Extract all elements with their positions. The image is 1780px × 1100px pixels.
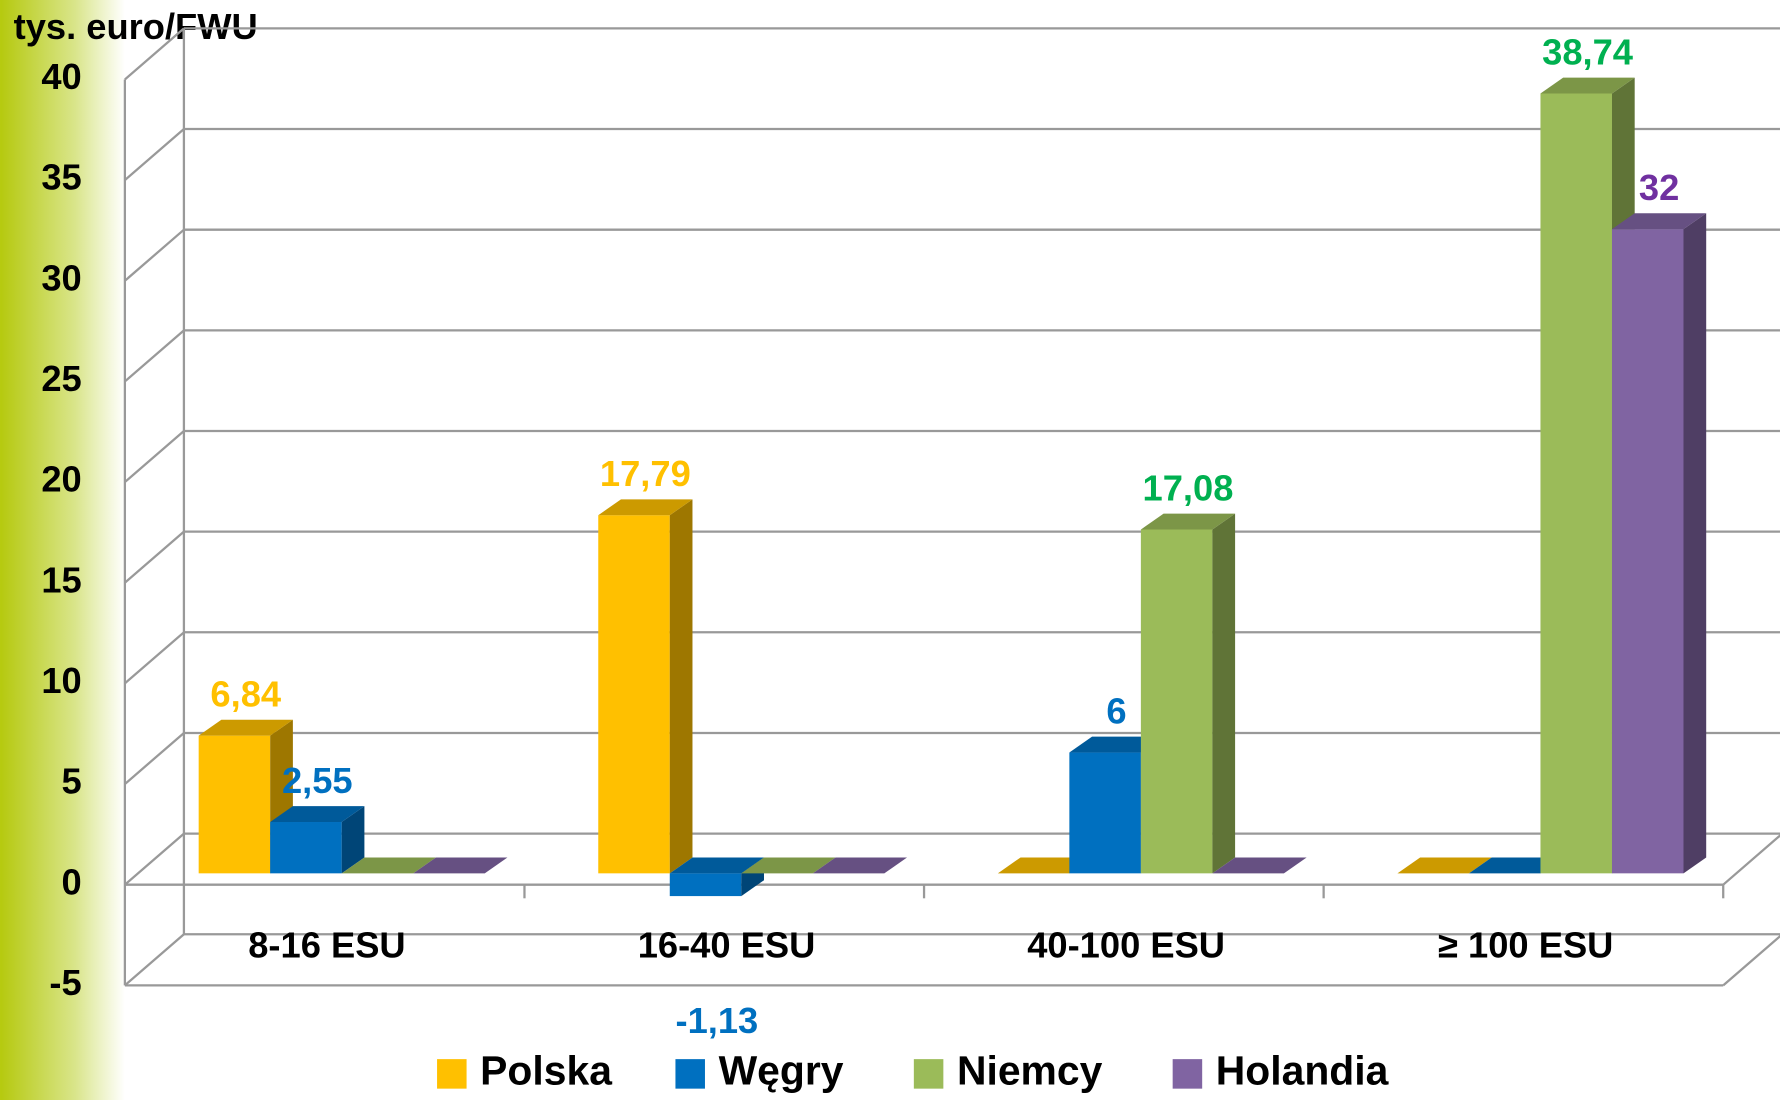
bar xyxy=(1397,857,1492,874)
y-tick-label: -5 xyxy=(49,962,81,1003)
bar-front xyxy=(1611,229,1684,874)
y-tick-label: 30 xyxy=(41,257,81,298)
bar xyxy=(1468,857,1564,874)
y-tick-label: 40 xyxy=(41,56,81,97)
legend-label: Węgry xyxy=(719,1048,844,1094)
bar-front xyxy=(198,735,271,874)
legend-swatch xyxy=(913,1059,944,1089)
bar xyxy=(1212,857,1307,874)
bar-side xyxy=(1683,213,1707,874)
grid-diagonal xyxy=(124,530,185,584)
bar xyxy=(1140,513,1236,874)
legend-label: Niemcy xyxy=(957,1048,1103,1094)
bar-front xyxy=(1069,752,1141,874)
bar-top xyxy=(1069,736,1164,753)
axis-side xyxy=(1722,834,1780,886)
bar-top xyxy=(1611,213,1707,230)
value-label: 6,84 xyxy=(210,674,281,715)
grid-diagonal xyxy=(124,27,185,81)
value-label: 38,74 xyxy=(1542,31,1633,72)
bar-top xyxy=(669,857,764,874)
value-label: 17,08 xyxy=(1143,468,1234,509)
y-tick-label: 15 xyxy=(41,559,81,600)
grid-diagonal xyxy=(124,933,185,987)
bar-top xyxy=(812,857,908,874)
bar-side xyxy=(341,806,365,874)
bar-front xyxy=(270,822,342,874)
legend-swatch xyxy=(675,1059,705,1089)
bar-top xyxy=(741,857,836,874)
bar-side xyxy=(1212,513,1236,874)
value-label: 17,79 xyxy=(600,453,691,494)
bar-top xyxy=(198,719,293,736)
y-tick-label: 5 xyxy=(62,761,82,802)
grid-diagonal xyxy=(124,832,185,886)
grid-diagonal xyxy=(124,732,185,785)
bar xyxy=(997,857,1093,874)
value-label: 32 xyxy=(1639,167,1679,208)
x-tick-label: ≥ 100 ESU xyxy=(1438,924,1613,965)
side-band xyxy=(0,0,125,1100)
bar-top xyxy=(598,499,693,516)
y-tick-label: 25 xyxy=(41,358,81,399)
legend-swatch xyxy=(1172,1059,1203,1089)
bar-top xyxy=(1397,857,1492,874)
y-tick-label: 35 xyxy=(41,157,81,198)
x-tick-label: 40-100 ESU xyxy=(1027,924,1225,965)
floor-side xyxy=(1722,934,1780,987)
grid-diagonal xyxy=(124,128,185,181)
bar-side xyxy=(669,499,693,874)
bar xyxy=(598,499,693,874)
bar-front xyxy=(1540,93,1612,874)
x-tick-label: 16-40 ESU xyxy=(638,924,816,965)
bar-top xyxy=(1212,857,1307,874)
bar-front xyxy=(598,515,670,874)
bar-top xyxy=(997,857,1093,874)
y-tick-label: 0 xyxy=(62,861,82,902)
bar-top xyxy=(270,806,365,823)
grid-diagonal xyxy=(124,228,185,282)
grid-diagonal xyxy=(124,329,185,383)
value-label: 2,55 xyxy=(282,760,353,801)
bar-top xyxy=(341,857,436,874)
bar xyxy=(741,857,836,874)
legend-swatch xyxy=(437,1059,467,1089)
grid-diagonal xyxy=(124,430,185,483)
bar-top xyxy=(1140,513,1236,530)
bar-top xyxy=(1468,857,1564,874)
y-tick-label: 10 xyxy=(41,660,81,701)
x-tick-label: 8-16 ESU xyxy=(248,924,405,965)
bar-top xyxy=(1540,77,1635,94)
value-label: 6 xyxy=(1106,691,1126,732)
bar xyxy=(270,806,365,874)
bar-front xyxy=(669,873,742,897)
bar xyxy=(413,857,508,874)
bar xyxy=(1611,213,1707,874)
y-axis-label: tys. euro/FWU xyxy=(14,6,258,47)
bar-front xyxy=(1140,529,1213,874)
value-label: -1,13 xyxy=(675,1000,758,1041)
grid-diagonal xyxy=(124,631,185,685)
bar xyxy=(341,857,436,874)
bar xyxy=(812,857,908,874)
y-tick-label: 20 xyxy=(41,459,81,500)
bar-top xyxy=(413,857,508,874)
legend-label: Polska xyxy=(480,1048,612,1094)
legend-label: Holandia xyxy=(1216,1048,1389,1094)
